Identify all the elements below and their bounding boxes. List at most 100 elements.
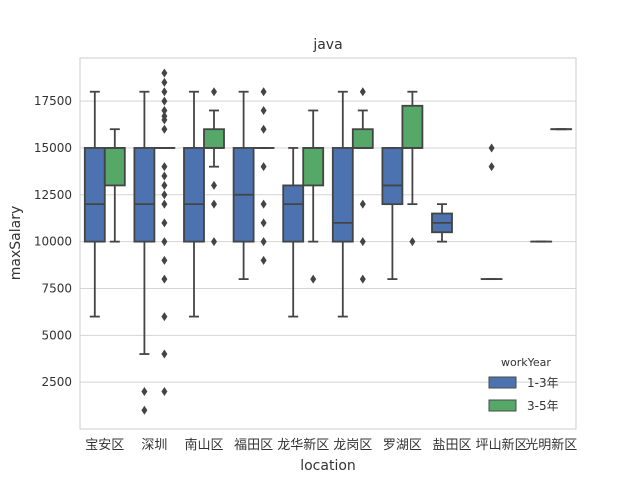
outlier-point <box>161 87 168 97</box>
y-tick-label: 5000 <box>41 328 72 342</box>
outlier-point <box>211 180 217 190</box>
box-layer <box>83 68 573 415</box>
legend-swatch-3-5 <box>488 399 517 412</box>
outlier-point <box>161 218 168 228</box>
legend: workYear 1-3年 3-5年 <box>488 356 559 413</box>
box-0-8 <box>480 143 503 281</box>
outlier-point <box>409 237 416 247</box>
legend-label-3-5: 3-5年 <box>527 399 559 413</box>
x-axis-label: location <box>300 458 356 474</box>
chart-title: java <box>312 37 342 53</box>
box-body <box>302 147 325 187</box>
outlier-point <box>161 124 168 134</box>
outlier-point <box>211 199 217 209</box>
box-0-5 <box>331 90 354 318</box>
x-tick-label: 光明新区 <box>525 437 577 453</box>
outlier-point <box>211 237 217 247</box>
box-0-3 <box>232 90 255 281</box>
box-1-2 <box>203 87 225 247</box>
box-body <box>103 147 126 187</box>
x-tick-label: 龙华新区 <box>277 437 329 453</box>
outlier-point <box>260 218 267 228</box>
box-1-5 <box>351 87 374 284</box>
x-tick-label: 龙岗区 <box>333 438 372 453</box>
box-body <box>83 147 106 243</box>
outlier-point <box>161 255 168 265</box>
outlier-point <box>359 87 366 97</box>
box-0-0 <box>83 90 106 318</box>
outlier-point <box>260 105 267 115</box>
box-body <box>401 104 424 149</box>
outlier-point <box>359 237 366 247</box>
box-1-3 <box>252 87 275 265</box>
x-tick-label: 南山区 <box>184 437 223 453</box>
x-tick-label: 盐田区 <box>432 438 471 453</box>
plot-area-frame <box>79 57 577 430</box>
outlier-point <box>161 171 168 181</box>
outlier-point <box>161 68 168 78</box>
outlier-point <box>310 274 317 284</box>
outlier-point <box>161 274 168 284</box>
box-body <box>351 128 374 149</box>
outlier-point <box>161 77 168 87</box>
legend-swatch-1-3 <box>488 376 517 389</box>
y-tick-label: 10000 <box>34 235 72 249</box>
outlier-point <box>260 124 267 134</box>
outlier-point <box>260 255 267 265</box>
box-body <box>183 147 205 243</box>
x-tick-label: 坪山新区 <box>476 437 528 453</box>
outlier-point <box>488 143 495 153</box>
x-tick-label: 深圳 <box>141 438 167 453</box>
box-0-4 <box>282 147 305 318</box>
outlier-point <box>260 237 267 247</box>
outlier-point <box>359 199 366 209</box>
outlier-point <box>359 274 366 284</box>
outlier-point <box>161 199 168 209</box>
outlier-point <box>211 87 217 97</box>
legend-label-1-3: 1-3年 <box>527 376 559 390</box>
outlier-point <box>260 162 267 172</box>
outlier-point <box>161 387 168 397</box>
outlier-point <box>161 105 168 115</box>
x-tick-label: 宝安区 <box>85 438 124 453</box>
outlier-point <box>161 190 168 200</box>
box-1-4 <box>302 109 325 284</box>
box-0-7 <box>431 203 453 243</box>
box-0-6 <box>381 147 404 281</box>
outlier-point <box>141 405 148 415</box>
y-tick-label: 2500 <box>41 375 72 389</box>
outlier-point <box>161 162 168 172</box>
outlier-point <box>161 180 168 190</box>
box-body <box>203 128 225 149</box>
x-tick-label: 罗湖区 <box>383 438 422 453</box>
box-0-1 <box>133 90 156 415</box>
y-tick-label: 17500 <box>34 94 72 108</box>
y-axis-label: maxSalary <box>8 206 24 280</box>
outlier-point <box>260 87 267 97</box>
outlier-point <box>161 312 168 322</box>
legend-title: workYear <box>501 356 551 369</box>
y-tick-label: 7500 <box>41 281 72 295</box>
box-body <box>282 184 305 243</box>
x-tick-label: 福田区 <box>234 438 273 453</box>
box-0-2 <box>183 90 205 318</box>
outlier-point <box>161 96 168 106</box>
box-1-0 <box>103 128 126 243</box>
outlier-point <box>161 349 168 359</box>
box-body <box>381 147 404 206</box>
outlier-point <box>260 199 267 209</box>
outlier-point <box>161 115 168 125</box>
outlier-point <box>141 387 148 397</box>
box-1-6 <box>401 90 424 247</box>
box-body <box>133 147 156 243</box>
outlier-point <box>488 162 495 172</box>
outlier-point <box>161 237 168 247</box>
y-tick-label: 15000 <box>34 141 72 155</box>
box-1-1 <box>153 68 176 397</box>
box-body <box>331 147 354 243</box>
y-tick-label: 12500 <box>34 188 72 202</box>
y-tick-labels: 2500 5000 7500 10000 12500 15000 17500 <box>34 94 72 389</box>
